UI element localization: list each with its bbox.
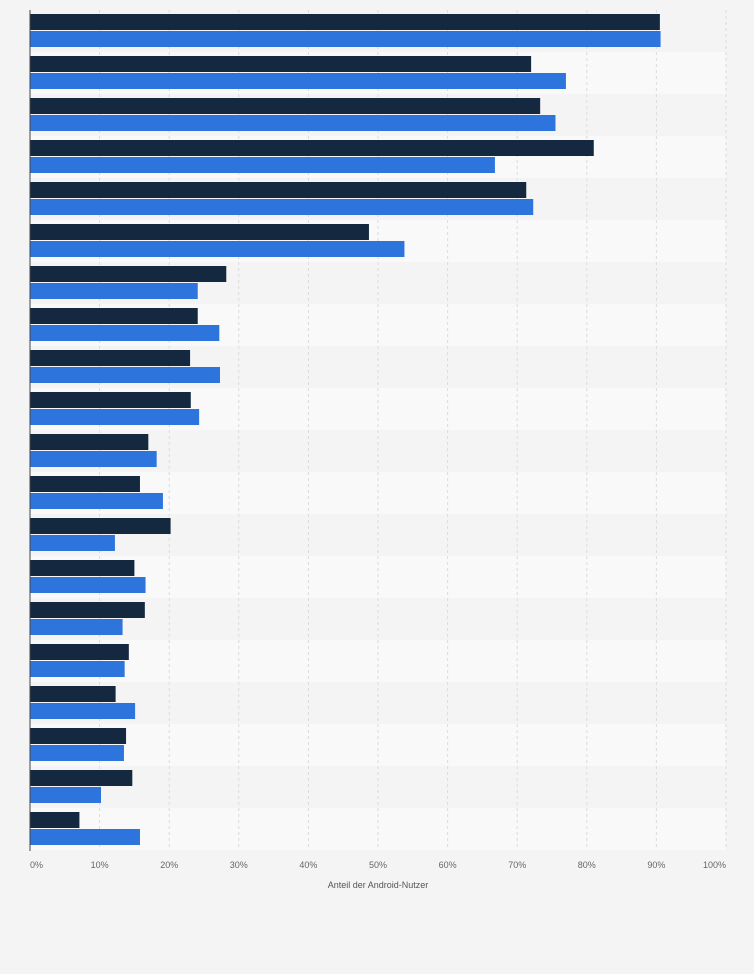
bar-series-2[interactable] bbox=[30, 367, 221, 383]
bar-series-2[interactable] bbox=[30, 451, 157, 467]
bar-series-2[interactable] bbox=[30, 703, 136, 719]
bar-series-1[interactable] bbox=[30, 56, 532, 72]
x-tick-label: 30% bbox=[230, 860, 248, 870]
bar-series-2[interactable] bbox=[30, 493, 163, 509]
bar-series-1[interactable] bbox=[30, 644, 129, 660]
x-tick-label: 0% bbox=[30, 860, 43, 870]
bar-series-2[interactable] bbox=[30, 745, 124, 761]
bar-series-2[interactable] bbox=[30, 283, 198, 299]
bars bbox=[30, 14, 661, 845]
bar-series-2[interactable] bbox=[30, 73, 566, 89]
x-tick-labels: 0% 10% 20% 30% 40% 50% 60% 70% 80% 90% 100% bbox=[30, 860, 726, 870]
bar-series-2[interactable] bbox=[30, 115, 556, 131]
bar-series-1[interactable] bbox=[30, 140, 594, 156]
bar-series-1[interactable] bbox=[30, 392, 191, 408]
bar-series-1[interactable] bbox=[30, 476, 140, 492]
bar-series-1[interactable] bbox=[30, 182, 527, 198]
bar-series-1[interactable] bbox=[30, 266, 227, 282]
bar-series-1[interactable] bbox=[30, 812, 80, 828]
x-tick-label: 20% bbox=[160, 860, 178, 870]
bar-series-2[interactable] bbox=[30, 535, 115, 551]
bar-series-2[interactable] bbox=[30, 577, 146, 593]
bar-series-1[interactable] bbox=[30, 602, 145, 618]
bar-series-2[interactable] bbox=[30, 325, 220, 341]
bar-series-2[interactable] bbox=[30, 199, 534, 215]
x-axis-title: Anteil der Android-Nutzer bbox=[328, 880, 429, 890]
bar-series-2[interactable] bbox=[30, 409, 200, 425]
x-tick-label: 40% bbox=[299, 860, 317, 870]
bar-series-1[interactable] bbox=[30, 14, 660, 30]
bar-series-1[interactable] bbox=[30, 308, 198, 324]
x-tick-label: 90% bbox=[647, 860, 665, 870]
bar-series-1[interactable] bbox=[30, 560, 135, 576]
bar-series-2[interactable] bbox=[30, 787, 101, 803]
bar-series-1[interactable] bbox=[30, 434, 149, 450]
x-tick-label: 100% bbox=[703, 860, 726, 870]
bar-series-1[interactable] bbox=[30, 98, 541, 114]
x-tick-label: 80% bbox=[578, 860, 596, 870]
bar-series-2[interactable] bbox=[30, 241, 405, 257]
x-tick-label: 50% bbox=[369, 860, 387, 870]
bar-series-1[interactable] bbox=[30, 224, 369, 240]
bar-series-2[interactable] bbox=[30, 661, 125, 677]
bar-series-2[interactable] bbox=[30, 829, 140, 845]
bar-series-1[interactable] bbox=[30, 728, 127, 744]
bar-series-1[interactable] bbox=[30, 350, 191, 366]
bar-series-1[interactable] bbox=[30, 518, 171, 534]
bar-series-2[interactable] bbox=[30, 31, 661, 47]
x-tick-label: 10% bbox=[91, 860, 109, 870]
x-tick-label: 60% bbox=[439, 860, 457, 870]
bar-series-1[interactable] bbox=[30, 686, 116, 702]
bar-series-1[interactable] bbox=[30, 770, 133, 786]
bar-series-2[interactable] bbox=[30, 619, 123, 635]
bar-series-2[interactable] bbox=[30, 157, 495, 173]
x-tick-label: 70% bbox=[508, 860, 526, 870]
